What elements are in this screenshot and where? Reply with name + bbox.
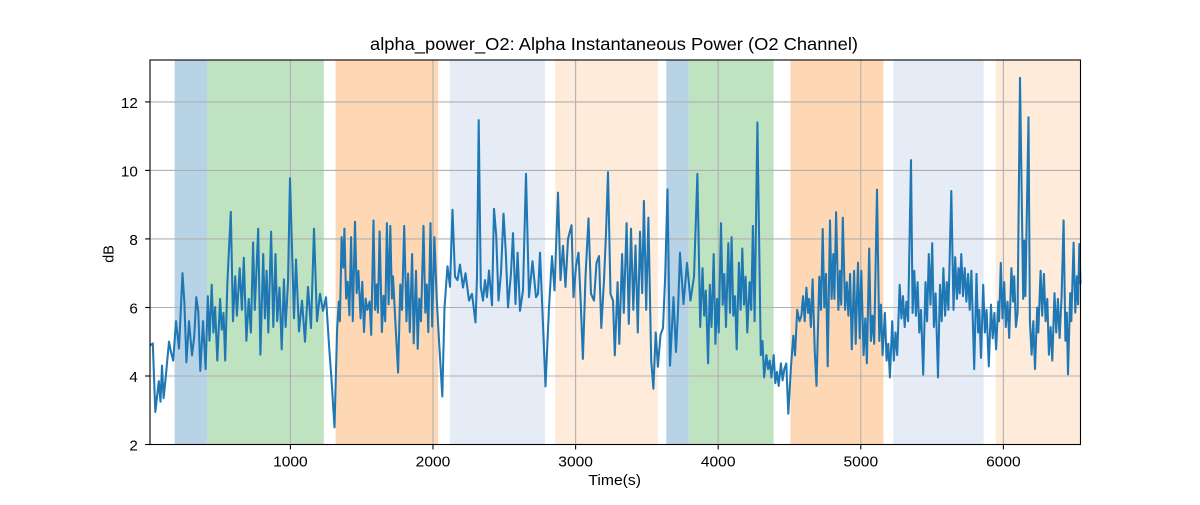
svg-text:alpha_power_O2: Alpha Instanta: alpha_power_O2: Alpha Instantaneous Powe… [370,34,858,55]
svg-text:Time(s): Time(s) [588,473,641,489]
svg-text:12: 12 [121,95,138,112]
svg-text:10: 10 [121,163,138,180]
svg-text:3000: 3000 [558,453,593,470]
svg-text:6000: 6000 [986,453,1021,470]
svg-text:6: 6 [129,300,137,317]
svg-text:5000: 5000 [844,453,879,470]
svg-text:4000: 4000 [701,453,736,470]
svg-text:2000: 2000 [416,453,451,470]
svg-text:2: 2 [129,437,137,454]
svg-text:1000: 1000 [273,453,308,470]
svg-text:4: 4 [129,369,137,386]
svg-text:8: 8 [129,232,137,249]
svg-text:dB: dB [102,245,118,263]
